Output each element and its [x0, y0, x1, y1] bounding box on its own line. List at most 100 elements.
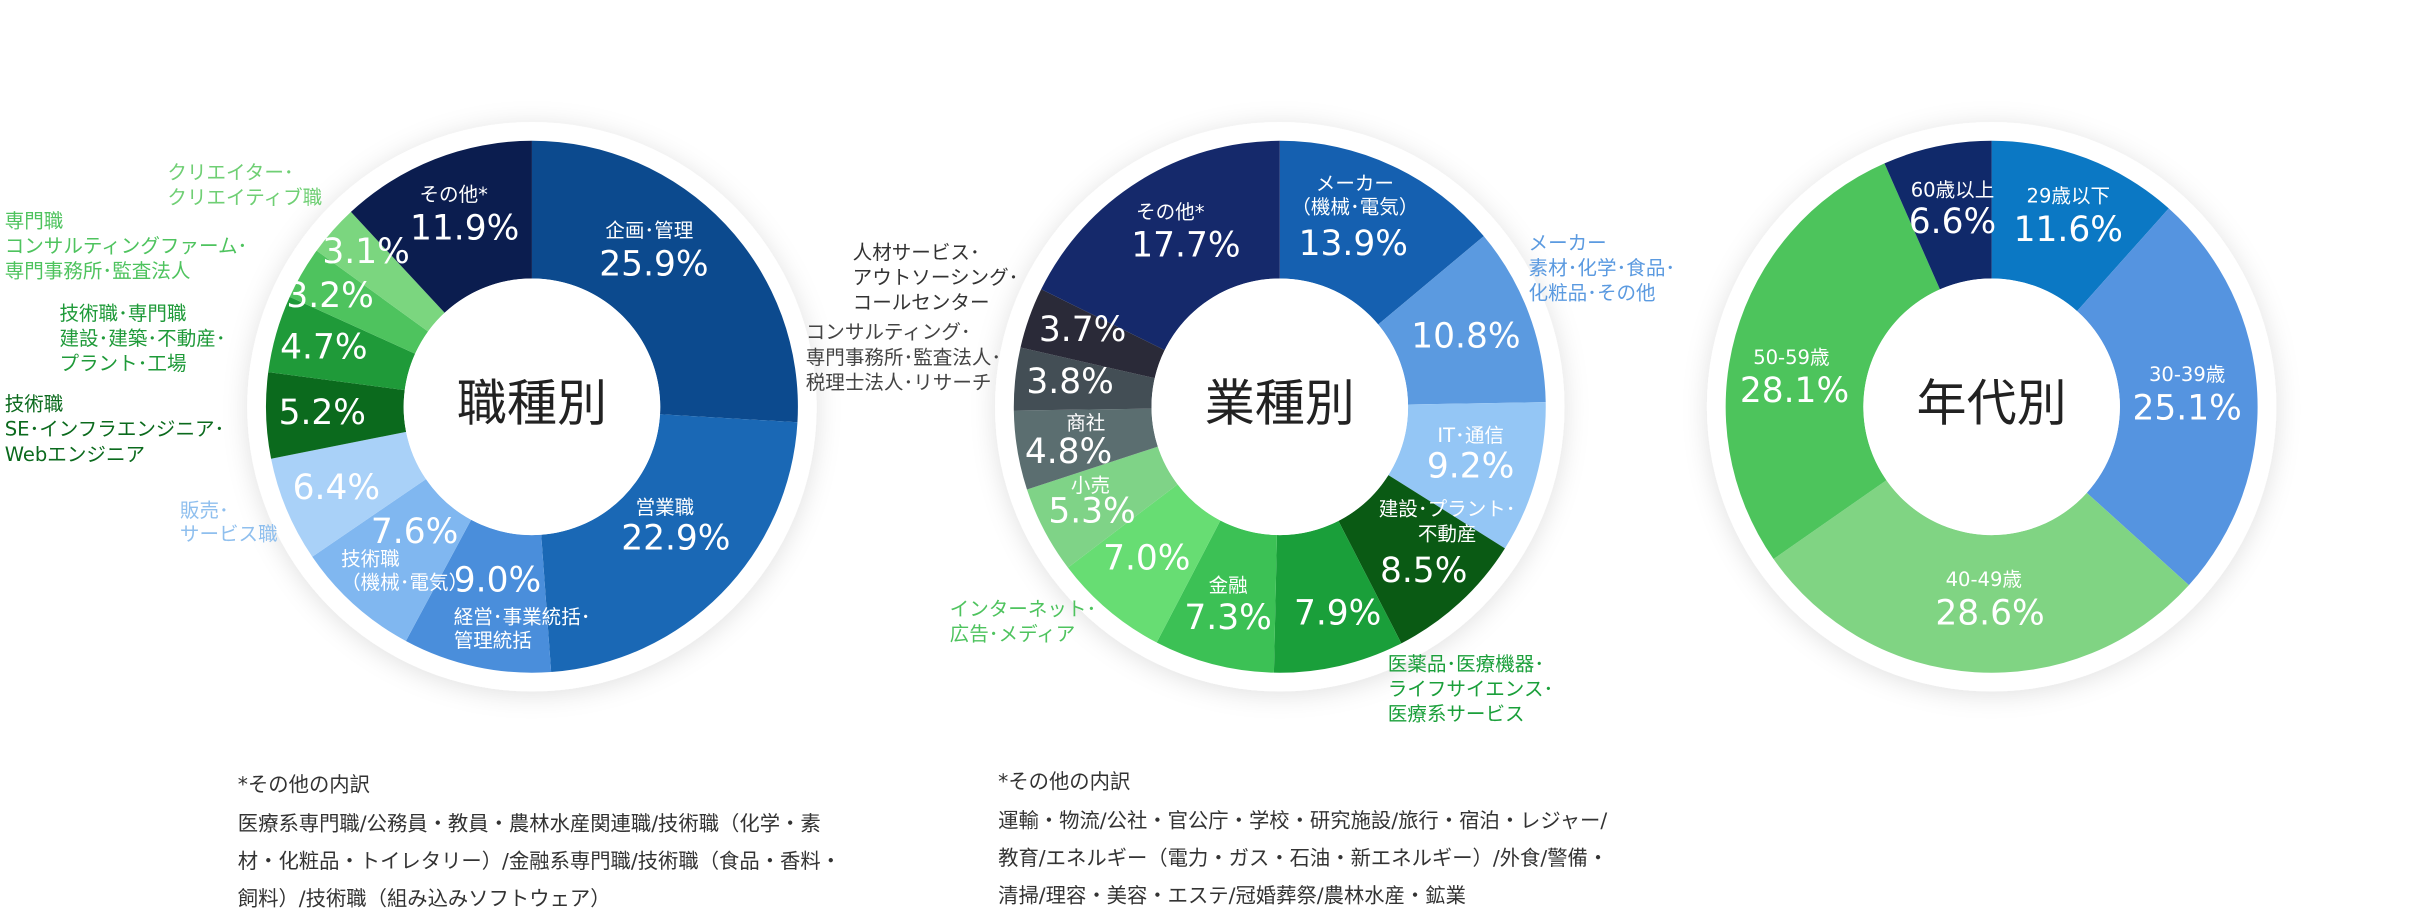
category-label: コンサルティングファーム･ — [5, 235, 248, 258]
category-label: 技術職 — [341, 548, 400, 571]
value-label: 3.8% — [1026, 362, 1113, 402]
value-label: 22.9% — [621, 518, 730, 558]
category-label: Webエンジニア — [5, 443, 145, 466]
category-label: 素材･化学･食品･ — [1529, 257, 1676, 280]
category-label: コールセンター — [853, 291, 990, 314]
donut-segment — [1013, 347, 1155, 411]
donut-hole — [403, 278, 661, 536]
value-label: 10.8% — [1411, 316, 1520, 356]
donut-segment — [268, 296, 416, 391]
value-label: 11.6% — [2014, 210, 2123, 250]
category-label: 専門事務所･監査法人･ — [806, 346, 1001, 369]
category-label: 企画･管理 — [605, 219, 693, 242]
category-label: 40-49歳 — [1946, 568, 2022, 591]
category-label: インターネット･ — [950, 598, 1097, 621]
category-label: 管理統括 — [454, 629, 532, 652]
category-label: （機械･電気） — [341, 571, 468, 594]
donut-segment — [2077, 208, 2258, 586]
category-label: 化粧品･その他 — [1529, 282, 1656, 305]
category-label: 金融 — [1209, 574, 1248, 597]
category-label: 建設･プラント･ — [1379, 498, 1516, 521]
donut-hole — [1151, 278, 1409, 536]
donut-segment — [265, 372, 407, 459]
value-label: 17.7% — [1131, 226, 1240, 266]
note-line: 清掃/理容・美容・エステ/冠婚葬祭/農林水産・鉱業 — [998, 883, 1466, 907]
category-label: メーカー — [1316, 172, 1394, 195]
note-line: 飼料）/技術職（組み込みソフトウェア） — [238, 887, 611, 911]
category-label: メーカー — [1529, 232, 1607, 255]
value-label: 6.6% — [1909, 202, 1996, 242]
value-label: 8.5% — [1380, 551, 1467, 591]
center-title: 職種別 — [457, 374, 607, 432]
value-label: 9.2% — [1427, 446, 1514, 486]
category-label: 60歳以上 — [1911, 178, 1995, 201]
donut-segment — [1725, 163, 1940, 560]
category-label: 技術職･専門職 — [59, 302, 186, 325]
category-label: コンサルティング･ — [806, 321, 971, 344]
donut-hole — [1863, 278, 2120, 536]
note-line: 医療系専門職/公務員・教員・農林水産関連職/技術職（化学・素 — [238, 812, 821, 836]
donut-segment — [1156, 520, 1277, 673]
value-label: 7.6% — [371, 512, 458, 552]
category-label: クリエイティブ職 — [167, 186, 322, 209]
note-title: *その他の内訳 — [998, 769, 1130, 793]
value-label: 3.1% — [322, 232, 409, 272]
donut-segment — [1991, 140, 2169, 312]
category-label: 税理士法人･リサーチ — [806, 371, 992, 394]
value-label: 28.1% — [1740, 371, 1849, 411]
donut-segment — [541, 414, 798, 673]
donut-segment — [1338, 475, 1505, 644]
value-label: 7.0% — [1103, 539, 1190, 579]
category-label: その他* — [419, 183, 488, 206]
category-label: 商社 — [1066, 411, 1105, 434]
donut-segment — [289, 250, 429, 354]
category-label: ライフサイエンス･ — [1388, 677, 1554, 700]
category-label: 30-39歳 — [2149, 363, 2225, 386]
category-label: 経営･事業統括･ — [454, 605, 591, 628]
category-label: 専門職 — [5, 210, 64, 233]
category-label: 医薬品･医療機器･ — [1388, 652, 1544, 675]
category-label: （機械･電気） — [1291, 196, 1418, 219]
note-line: 教育/エネルギー（電力・ガス・石油・新エネルギー）/外食/警備・ — [998, 846, 1608, 870]
value-label: 3.7% — [1039, 310, 1126, 350]
category-label: 医療系サービス — [1388, 702, 1525, 725]
center-title: 年代別 — [1917, 374, 2067, 432]
donut-segment — [1378, 236, 1546, 405]
donut-segment — [1067, 484, 1221, 643]
category-label: 不動産 — [1418, 523, 1477, 546]
value-label: 4.8% — [1025, 432, 1112, 472]
value-label: 5.2% — [279, 393, 366, 433]
category-label: プラント･工場 — [59, 352, 186, 375]
value-label: 5.3% — [1048, 492, 1135, 532]
category-label: 小売 — [1071, 474, 1110, 497]
donut-segment — [350, 140, 532, 313]
value-label: 6.4% — [293, 468, 380, 508]
donut-segment — [1279, 140, 1484, 325]
note-title: *その他の内訳 — [238, 772, 370, 796]
donut-segment — [1026, 446, 1178, 568]
donut-segment — [271, 431, 426, 557]
donut-segment — [316, 211, 445, 332]
donut-segment — [1773, 480, 2189, 673]
note-line: 運輸・物流/公社・官公庁・学校・研究施設/旅行・宿泊・レジャー/ — [998, 808, 1607, 832]
value-label: 4.7% — [280, 327, 367, 367]
donut-segment — [531, 140, 798, 423]
category-label: 建設･建築･不動産･ — [59, 327, 225, 350]
donut-segment — [1041, 140, 1280, 351]
value-label: 13.9% — [1299, 224, 1408, 264]
category-label: 専門事務所･監査法人 — [5, 260, 191, 283]
donut-segment — [1388, 402, 1546, 549]
category-label: 広告･メディア — [950, 623, 1076, 646]
category-label: 販売･ — [180, 499, 229, 522]
category-label: アウトソーシング･ — [853, 266, 1019, 289]
category-label: 人材サービス･ — [853, 241, 980, 264]
donut-segment — [1273, 520, 1402, 673]
category-label: IT･通信 — [1437, 424, 1504, 447]
center-title: 業種別 — [1205, 374, 1355, 432]
category-label: クリエイター･ — [167, 161, 293, 184]
category-label: 29歳以下 — [2027, 185, 2111, 208]
value-label: 7.3% — [1184, 598, 1271, 638]
donut-segment — [312, 479, 472, 641]
category-label: その他* — [1136, 200, 1205, 223]
